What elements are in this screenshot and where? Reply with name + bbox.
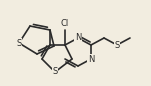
Text: S: S xyxy=(114,42,120,50)
Text: Cl: Cl xyxy=(61,18,69,28)
Text: N: N xyxy=(75,34,81,42)
Text: N: N xyxy=(88,55,94,63)
Text: S: S xyxy=(16,39,22,47)
Text: S: S xyxy=(52,68,58,77)
